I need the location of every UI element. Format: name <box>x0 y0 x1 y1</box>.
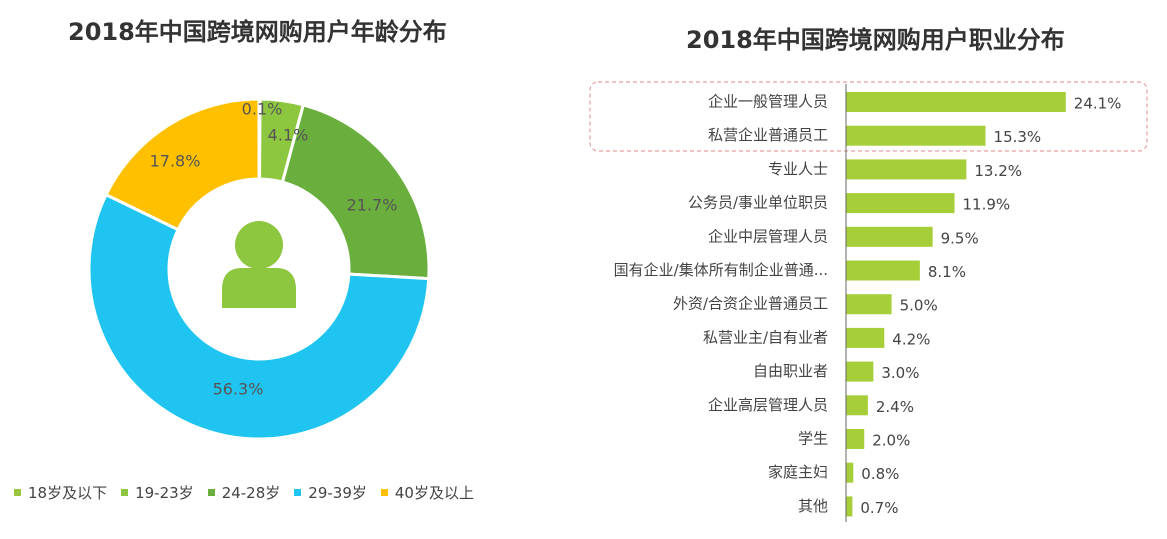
legend-swatch <box>121 489 129 496</box>
bar-category-label: 家庭主妇 <box>768 463 828 481</box>
bar-10 <box>846 395 868 416</box>
bar-category-label: 私营业主/自有业者 <box>703 328 828 346</box>
pie-label-1: 0.1% <box>242 100 283 119</box>
bar-category-label: 企业中层管理人员 <box>708 227 828 245</box>
bar-category-label: 企业一般管理人员 <box>708 93 828 111</box>
pie-slice-4 <box>87 192 431 441</box>
bar-6 <box>846 260 920 281</box>
bar-value-label: 0.7% <box>860 499 898 517</box>
bar-5 <box>846 226 933 247</box>
bar-2 <box>846 125 986 146</box>
pie-label-4: 56.3% <box>213 380 264 399</box>
bar-value-label: 0.8% <box>861 465 899 483</box>
age-chart-title: 2018年中国跨境网购用户年龄分布 <box>68 18 447 46</box>
bar-value-label: 11.9% <box>963 196 1011 214</box>
bar-value-label: 2.4% <box>876 398 914 416</box>
bar-value-label: 3.0% <box>881 364 919 382</box>
legend-item: 19-23岁 <box>121 482 194 503</box>
bar-category-label: 专业人士 <box>768 160 828 178</box>
bar-category-label: 公务员/事业单位职员 <box>688 194 828 212</box>
pie-label-2: 4.1% <box>268 126 309 145</box>
occupation-chart-title: 2018年中国跨境网购用户职业分布 <box>686 26 1065 54</box>
bar-value-label: 8.1% <box>928 263 966 281</box>
bar-8 <box>846 327 885 348</box>
bar-11 <box>846 429 865 449</box>
highlight-box <box>589 81 1148 152</box>
bar-category-label: 国有企业/集体所有制企业普通... <box>614 261 828 279</box>
legend-item: 29-39岁 <box>294 482 367 503</box>
bar-category-label: 企业高层管理人员 <box>708 396 828 414</box>
bar-value-label: 15.3% <box>994 128 1042 146</box>
legend-swatch <box>207 489 215 496</box>
bar-4 <box>846 193 955 214</box>
bar-category-label: 其他 <box>798 497 828 515</box>
bar-category-label: 外资/合资企业普通员工 <box>673 295 828 313</box>
bar-value-label: 24.1% <box>1074 95 1122 113</box>
bar-value-label: 5.0% <box>900 297 938 315</box>
bar-9 <box>846 361 874 382</box>
bar-category-label: 学生 <box>798 430 828 448</box>
user-icon <box>222 268 296 308</box>
bar-3 <box>846 159 967 180</box>
bar-1 <box>846 92 1066 112</box>
legend-swatch <box>14 489 21 496</box>
legend-item: 24-28岁 <box>207 482 281 503</box>
legend-label: 19-23岁 <box>135 484 194 502</box>
bar-7 <box>846 294 892 315</box>
pie-slice-5 <box>104 97 261 232</box>
bar-value-label: 13.2% <box>974 162 1022 180</box>
legend-swatch <box>294 489 302 496</box>
legend-label: 29-39岁 <box>308 484 367 502</box>
age-legend: 18岁及以下 19-23岁 24-28岁 29-39岁 40岁及以上 <box>14 482 488 503</box>
bar-value-label: 4.2% <box>892 330 930 348</box>
pie-label-3: 21.7% <box>347 196 398 215</box>
pie-label-5: 17.8% <box>150 152 201 171</box>
bar-13 <box>846 496 853 517</box>
legend-label: 40岁及以上 <box>394 484 474 502</box>
legend-item: 18岁及以下 <box>14 482 107 503</box>
bar-value-label: 2.0% <box>872 432 910 450</box>
legend-label: 18岁及以下 <box>28 484 108 502</box>
pie-slice-3 <box>280 103 431 281</box>
bar-12 <box>846 462 854 483</box>
legend-item: 40岁及以上 <box>380 482 474 503</box>
legend-swatch <box>380 489 388 496</box>
bar-category-label: 自由职业者 <box>753 362 828 380</box>
user-icon-head <box>235 221 283 269</box>
bar-category-label: 私营企业普通员工 <box>708 126 828 144</box>
legend-label: 24-28岁 <box>221 484 281 502</box>
bar-value-label: 9.5% <box>941 229 979 247</box>
